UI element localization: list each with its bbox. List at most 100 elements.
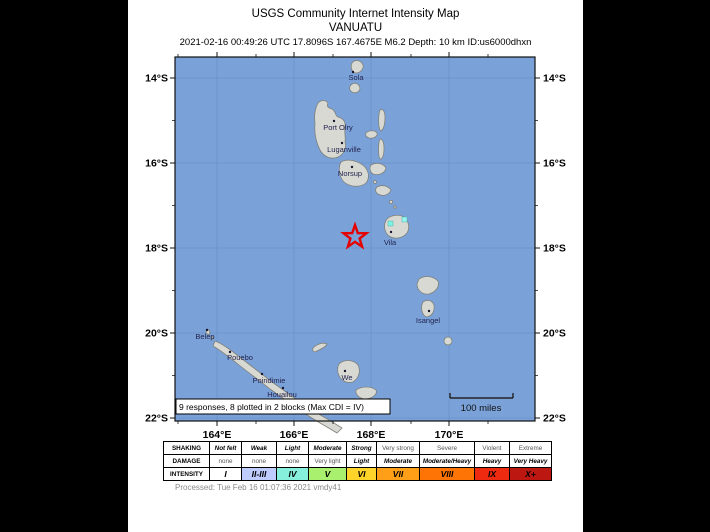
legend-damage-cell: none: [209, 454, 242, 468]
region-subtitle: VANUATU: [328, 22, 383, 34]
city-label: Norsup: [338, 169, 362, 178]
legend-intensity-cell: VIII: [419, 467, 475, 481]
lat-tick-label: 16°S: [145, 158, 168, 170]
city-marker: [205, 328, 209, 332]
island-ambae: [365, 130, 378, 139]
legend-intensity-cell: VII: [376, 467, 420, 481]
city-label: Luganville: [327, 145, 361, 154]
city-label: Sola: [348, 73, 364, 82]
legend-shaking-cell: Very strong: [376, 441, 420, 455]
lat-tick-label: 18°S: [543, 243, 566, 255]
city-marker: [343, 369, 347, 373]
intensity-legend: SHAKING Not felt Weak Light Moderate Str…: [163, 441, 552, 481]
legend-row-shaking: SHAKING Not felt Weak Light Moderate Str…: [163, 441, 552, 455]
island-ambrym: [369, 162, 387, 176]
lat-tick-label: 20°S: [145, 328, 168, 340]
page-title: USGS Community Internet Intensity Map: [251, 8, 460, 20]
legend-shaking-cell: Light: [276, 441, 309, 455]
city-label: Houailou: [267, 390, 297, 399]
legend-intensity-cell: IV: [276, 467, 309, 481]
island-belep-islet: [210, 336, 214, 340]
legend-intensity-cell: IX: [474, 467, 510, 481]
letterbox-left: [0, 0, 128, 532]
island-maewo: [378, 109, 386, 132]
city-label: Port Olry: [323, 123, 353, 132]
island-aneityum: [443, 336, 453, 346]
island-mare: [355, 386, 377, 400]
lon-tick-label: 168°E: [357, 429, 386, 441]
legend-shaking-cell: Extreme: [509, 441, 552, 455]
legend-row-damage: DAMAGE none none none Very light Light M…: [163, 454, 552, 468]
legend-intensity-cell: II-III: [241, 467, 277, 481]
legend-damage-cell: none: [276, 454, 309, 468]
city-label: We: [341, 373, 352, 382]
island-malakula: [338, 159, 369, 187]
island-vanua-lava: [350, 60, 364, 74]
legend-damage-cell: Moderate/Heavy: [419, 454, 475, 468]
lat-tick-label: 16°S: [543, 158, 566, 170]
lat-tick-label: 22°S: [543, 413, 566, 425]
lon-tick-label: 164°E: [203, 429, 232, 441]
city-marker: [340, 141, 344, 145]
city-marker: [332, 119, 336, 123]
intensity-block: [401, 216, 408, 223]
city-label: Belep: [195, 332, 214, 341]
island-espiritu-santo: [314, 100, 346, 159]
city-label: Isangel: [416, 316, 441, 325]
epicenter-star-icon: [340, 221, 370, 250]
city-marker: [427, 309, 431, 313]
legend-row-label: DAMAGE: [163, 454, 210, 468]
legend-damage-cell: none: [241, 454, 277, 468]
city-label: Pouebo: [227, 353, 253, 362]
legend-intensity-cell: VI: [346, 467, 377, 481]
letterbox-right: [583, 0, 710, 532]
scale-label: 100 miles: [461, 403, 502, 414]
legend-row-label: INTENSITY: [163, 467, 210, 481]
intensity-block: [387, 220, 394, 227]
city-marker: [351, 70, 355, 74]
lat-tick-label: 18°S: [145, 243, 168, 255]
island-tongoa: [388, 199, 393, 204]
lat-tick-label: 14°S: [145, 73, 168, 85]
map-frame: [174, 56, 536, 422]
lon-tick-label: 170°E: [435, 429, 464, 441]
scale-bar: 100 miles: [449, 393, 514, 414]
city-markers: [205, 70, 431, 390]
city-marker: [228, 350, 232, 354]
map-report-panel: USGS Community Internet Intensity Map VA…: [128, 0, 583, 532]
legend-intensity-cell: V: [308, 467, 347, 481]
city-labels: Sola Port Olry Luganville Norsup Vila Is…: [195, 73, 440, 399]
island-gaua: [349, 82, 361, 94]
legend-row-label: SHAKING: [163, 441, 210, 455]
city-marker: [389, 230, 393, 234]
status-box: 9 responses, 8 plotted in 2 blocks (Max …: [175, 398, 391, 415]
minor-ticks: [172, 54, 538, 424]
legend-shaking-cell: Moderate: [308, 441, 347, 455]
island-shepherd: [393, 205, 397, 209]
legend-damage-cell: Heavy: [474, 454, 510, 468]
lat-labels-left: 14°S 16°S 18°S 20°S 22°S: [145, 73, 168, 425]
island-ouvea: [312, 342, 328, 353]
legend-damage-cell: Light: [346, 454, 377, 468]
legend-shaking-cell: Not felt: [209, 441, 242, 455]
legend-row-intensity: INTENSITY I II-III IV V VI VII VIII IX X…: [163, 467, 552, 481]
title-block: USGS Community Internet Intensity Map VA…: [128, 8, 583, 48]
island-pentecost: [378, 138, 385, 160]
legend-intensity-cell: I: [209, 467, 242, 481]
legend-shaking-cell: Strong: [346, 441, 377, 455]
intensity-map: Sola Port Olry Luganville Norsup Vila Is…: [145, 52, 566, 441]
processed-timestamp: Processed: Tue Feb 16 01:07:36 2021 vmdy…: [175, 483, 342, 492]
city-label: Vila: [384, 238, 397, 247]
legend-damage-cell: Moderate: [376, 454, 420, 468]
lat-tick-label: 22°S: [145, 413, 168, 425]
city-label: Poindimie: [253, 376, 286, 385]
lon-tick-label: 166°E: [280, 429, 309, 441]
island-lifou: [337, 360, 360, 383]
status-text: 9 responses, 8 plotted in 2 blocks (Max …: [179, 402, 364, 412]
island-paama: [373, 180, 377, 184]
lat-labels-right: 14°S 16°S 18°S 20°S 22°S: [543, 73, 566, 425]
city-marker: [281, 386, 285, 390]
city-marker: [260, 372, 264, 376]
event-summary-line: 2021-02-16 00:49:26 UTC 17.8096S 167.467…: [179, 37, 532, 48]
lat-tick-label: 20°S: [543, 328, 566, 340]
